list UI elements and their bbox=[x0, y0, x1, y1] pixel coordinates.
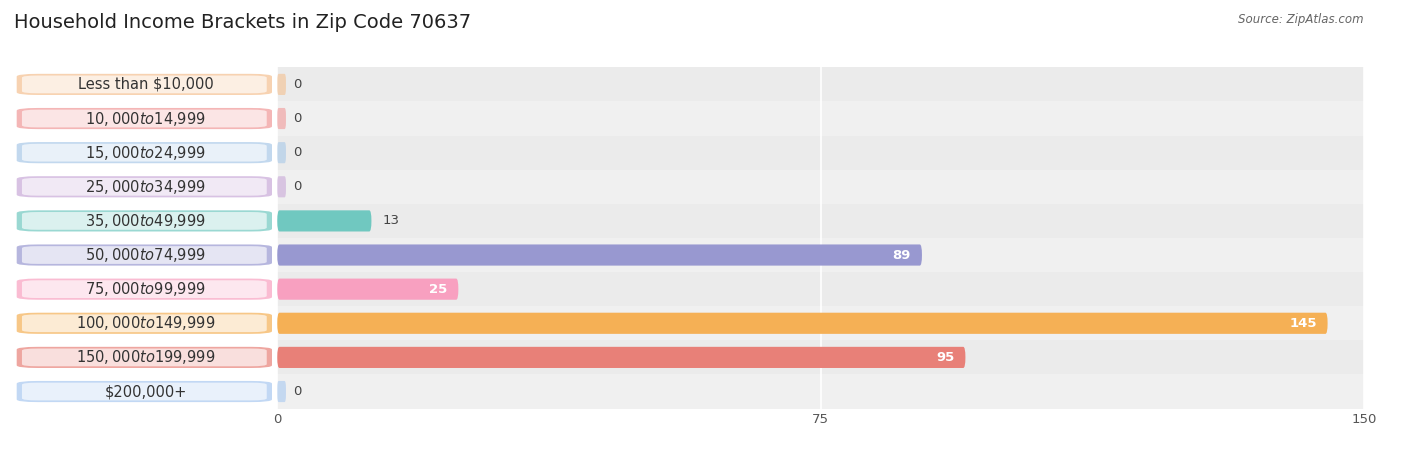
FancyBboxPatch shape bbox=[22, 383, 267, 401]
Text: $150,000 to $199,999: $150,000 to $199,999 bbox=[76, 348, 215, 366]
Text: $200,000+: $200,000+ bbox=[104, 384, 187, 399]
FancyBboxPatch shape bbox=[277, 176, 285, 198]
Text: $100,000 to $149,999: $100,000 to $149,999 bbox=[76, 314, 215, 332]
Text: 25: 25 bbox=[429, 283, 447, 295]
FancyBboxPatch shape bbox=[22, 144, 267, 162]
FancyBboxPatch shape bbox=[277, 142, 285, 163]
Bar bbox=[277, 204, 1364, 238]
Text: 0: 0 bbox=[294, 385, 301, 398]
FancyBboxPatch shape bbox=[277, 74, 285, 95]
Text: Household Income Brackets in Zip Code 70637: Household Income Brackets in Zip Code 70… bbox=[14, 13, 471, 32]
FancyBboxPatch shape bbox=[22, 110, 267, 128]
Text: Source: ZipAtlas.com: Source: ZipAtlas.com bbox=[1239, 13, 1364, 26]
FancyBboxPatch shape bbox=[17, 313, 271, 334]
Text: $15,000 to $24,999: $15,000 to $24,999 bbox=[86, 144, 207, 162]
FancyBboxPatch shape bbox=[277, 244, 922, 266]
Text: $35,000 to $49,999: $35,000 to $49,999 bbox=[86, 212, 207, 230]
FancyBboxPatch shape bbox=[17, 347, 271, 368]
Text: 0: 0 bbox=[294, 112, 301, 125]
Bar bbox=[277, 238, 1364, 272]
FancyBboxPatch shape bbox=[277, 108, 285, 129]
Text: 13: 13 bbox=[382, 215, 399, 227]
FancyBboxPatch shape bbox=[22, 314, 267, 332]
FancyBboxPatch shape bbox=[277, 313, 1327, 334]
Bar bbox=[277, 272, 1364, 306]
FancyBboxPatch shape bbox=[22, 246, 267, 264]
Text: $10,000 to $14,999: $10,000 to $14,999 bbox=[86, 110, 207, 128]
FancyBboxPatch shape bbox=[277, 210, 371, 232]
Bar bbox=[277, 136, 1364, 170]
FancyBboxPatch shape bbox=[17, 381, 271, 402]
FancyBboxPatch shape bbox=[17, 108, 271, 129]
Bar bbox=[277, 101, 1364, 136]
Text: 89: 89 bbox=[893, 249, 911, 261]
FancyBboxPatch shape bbox=[22, 178, 267, 196]
Text: 0: 0 bbox=[294, 180, 301, 193]
FancyBboxPatch shape bbox=[17, 176, 271, 198]
Text: 145: 145 bbox=[1289, 317, 1317, 330]
FancyBboxPatch shape bbox=[17, 210, 271, 232]
FancyBboxPatch shape bbox=[22, 280, 267, 298]
FancyBboxPatch shape bbox=[22, 75, 267, 93]
Text: 95: 95 bbox=[936, 351, 955, 364]
FancyBboxPatch shape bbox=[17, 74, 271, 95]
Bar bbox=[277, 67, 1364, 101]
Text: $25,000 to $34,999: $25,000 to $34,999 bbox=[86, 178, 207, 196]
Text: 0: 0 bbox=[294, 78, 301, 91]
FancyBboxPatch shape bbox=[277, 381, 285, 402]
FancyBboxPatch shape bbox=[277, 278, 458, 300]
Text: 0: 0 bbox=[294, 146, 301, 159]
FancyBboxPatch shape bbox=[17, 142, 271, 163]
Text: Less than $10,000: Less than $10,000 bbox=[77, 77, 214, 92]
FancyBboxPatch shape bbox=[22, 212, 267, 230]
Bar bbox=[277, 306, 1364, 340]
FancyBboxPatch shape bbox=[17, 244, 271, 266]
Text: $75,000 to $99,999: $75,000 to $99,999 bbox=[86, 280, 207, 298]
FancyBboxPatch shape bbox=[277, 347, 966, 368]
Bar bbox=[277, 170, 1364, 204]
FancyBboxPatch shape bbox=[17, 278, 271, 300]
FancyBboxPatch shape bbox=[22, 348, 267, 366]
Bar bbox=[277, 340, 1364, 374]
Bar bbox=[277, 374, 1364, 409]
Text: $50,000 to $74,999: $50,000 to $74,999 bbox=[86, 246, 207, 264]
